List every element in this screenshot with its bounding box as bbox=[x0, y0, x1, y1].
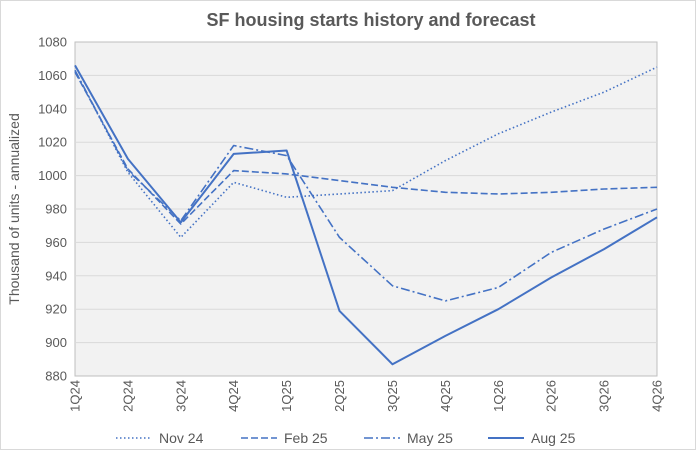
x-tick-label: 3Q25 bbox=[385, 380, 400, 412]
x-tick-label: 2Q26 bbox=[544, 380, 559, 412]
y-tick-label: 940 bbox=[45, 268, 67, 283]
y-tick-label: 900 bbox=[45, 335, 67, 350]
y-tick-label: 960 bbox=[45, 235, 67, 250]
y-tick-label: 1060 bbox=[38, 68, 67, 83]
y-tick-label: 1000 bbox=[38, 168, 67, 183]
y-tick-label: 980 bbox=[45, 202, 67, 217]
y-axis-ticks: 880 900 920 940 960 980 1000 1020 1040 1060 1080 bbox=[38, 35, 67, 384]
y-tick-label: 1020 bbox=[38, 135, 67, 150]
legend-label: Aug 25 bbox=[531, 430, 576, 446]
series-line bbox=[74, 66, 658, 239]
x-tick-label: 4Q25 bbox=[438, 380, 453, 412]
series-lines bbox=[74, 64, 658, 366]
x-tick-label: 3Q26 bbox=[597, 380, 612, 412]
x-tick-label: 2Q24 bbox=[120, 380, 135, 412]
x-tick-label: 1Q24 bbox=[68, 380, 83, 412]
y-tick-label: 880 bbox=[45, 369, 67, 384]
chart-title: SF housing starts history and forecast bbox=[206, 10, 535, 30]
x-tick-label: 2Q25 bbox=[332, 380, 347, 412]
x-tick-label: 4Q24 bbox=[226, 380, 241, 412]
legend: Nov 24 Feb 25 May 25 Aug 25 bbox=[116, 430, 576, 446]
legend-label: May 25 bbox=[407, 430, 453, 446]
series-line bbox=[74, 64, 658, 366]
series-line bbox=[74, 71, 658, 225]
x-tick-label: 1Q26 bbox=[491, 380, 506, 412]
legend-label: Nov 24 bbox=[159, 430, 204, 446]
x-tick-label: 1Q25 bbox=[279, 380, 294, 412]
legend-label: Feb 25 bbox=[284, 430, 328, 446]
y-tick-label: 1080 bbox=[38, 35, 67, 50]
y-axis-title: Thousand of units - annualized bbox=[6, 113, 22, 304]
x-tick-label: 3Q24 bbox=[173, 380, 188, 412]
y-tick-label: 1040 bbox=[38, 101, 67, 116]
x-axis-ticks: 1Q24 2Q24 3Q24 4Q24 1Q25 2Q25 3Q25 4Q25 1Q26 2Q26… bbox=[68, 380, 665, 412]
y-tick-label: 920 bbox=[45, 302, 67, 317]
x-tick-label: 4Q26 bbox=[650, 380, 665, 412]
gridlines bbox=[75, 74, 657, 344]
